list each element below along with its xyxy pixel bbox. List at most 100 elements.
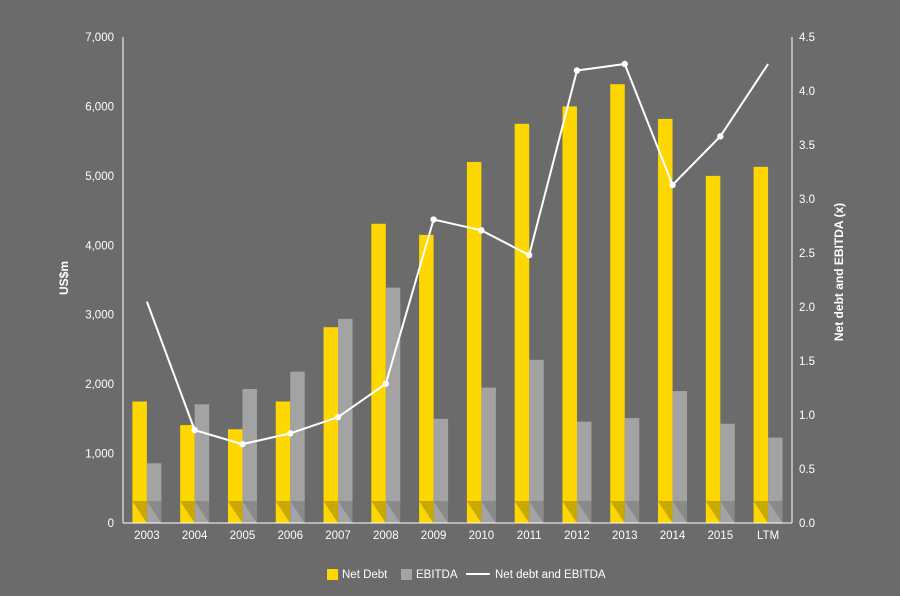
ratio-point xyxy=(191,426,198,434)
ebitda-bar xyxy=(529,359,544,501)
ebitda-bar-base xyxy=(338,501,353,523)
net-debt-bar-base xyxy=(132,501,147,523)
y2-tick-label: 3.5 xyxy=(799,140,815,152)
ratio-line-group xyxy=(145,60,769,448)
net-debt-bar xyxy=(180,425,195,501)
ratio-point xyxy=(573,67,581,74)
y-axis-left-title: US$m xyxy=(57,261,71,295)
y-tick-label: 4,000 xyxy=(85,240,114,252)
net-debt-bar xyxy=(371,223,386,501)
ebitda-bar-base xyxy=(481,501,496,523)
x-tick-label: 2006 xyxy=(277,530,303,542)
ratio-point xyxy=(478,227,485,234)
ebitda-bar-base xyxy=(720,501,735,523)
ebitda-bar xyxy=(624,418,640,501)
net-debt-bar-base xyxy=(323,501,339,523)
y2-tick-label: 4.5 xyxy=(799,32,815,44)
net-debt-bar xyxy=(753,166,769,501)
ebitda-bar xyxy=(194,404,210,501)
x-axis: 2003 2004 2005 2006 2007 2008 2009 2010 2011 2012… xyxy=(123,522,792,542)
y2-tick-label: 0.0 xyxy=(799,518,815,530)
y2-tick-label: 1.0 xyxy=(799,410,815,422)
ratio-point xyxy=(525,251,533,259)
y-tick-label: 5,000 xyxy=(85,171,114,183)
legend-ratio-label: Net debt and EBITDA xyxy=(495,569,606,581)
net-debt-bar xyxy=(227,429,243,501)
x-tick-label: 2008 xyxy=(373,530,399,542)
x-tick-label: 2005 xyxy=(230,530,256,542)
ratio-point xyxy=(382,380,390,387)
ratio-line xyxy=(145,62,769,446)
net-debt-bar xyxy=(705,175,721,501)
net-debt-bar-base xyxy=(658,501,673,523)
net-debt-bar xyxy=(658,118,673,501)
y2-tick-label: 2.0 xyxy=(799,302,815,314)
x-tick-label: 2009 xyxy=(421,530,447,542)
x-tick-label: 2014 xyxy=(660,530,686,542)
x-tick-label: 2010 xyxy=(469,530,495,542)
x-tick-label: 2012 xyxy=(564,530,590,542)
ebitda-bar-base xyxy=(146,501,162,523)
x-tick-label: 2011 xyxy=(517,530,542,542)
y-tick-label: 2,000 xyxy=(85,379,114,391)
x-tick-label: 2015 xyxy=(708,530,734,542)
y-tick-label: 6,000 xyxy=(85,101,114,113)
y-axis-left: 0 1,000 2,000 3,000 4,000 5,000 6,000 7,000 xyxy=(85,32,124,530)
ebitda-bar-base xyxy=(194,501,210,523)
legend-net-debt-label: Net Debt xyxy=(342,569,388,581)
ebitda-bar xyxy=(481,387,496,501)
net-debt-bar xyxy=(275,401,291,501)
ebitda-bar-base xyxy=(290,501,305,523)
ratio-point xyxy=(287,430,294,437)
ebitda-bar xyxy=(242,389,257,501)
y-tick-label: 3,000 xyxy=(85,310,114,322)
ratio-point xyxy=(430,216,437,223)
net-debt-bar xyxy=(514,123,530,502)
net-debt-bar-base xyxy=(466,501,482,523)
ebitda-bar xyxy=(433,418,449,501)
ebitda-bar-base xyxy=(624,501,640,523)
net-debt-bar-base xyxy=(371,501,386,523)
net-debt-bar xyxy=(132,401,147,501)
ebitda-bar-base xyxy=(672,501,688,523)
net-debt-bar-base xyxy=(753,501,769,523)
ebitda-bar xyxy=(576,421,592,501)
legend-ebitda-swatch xyxy=(401,569,412,580)
x-tick-label: LTM xyxy=(757,530,779,542)
x-tick-label: 2013 xyxy=(612,530,638,542)
ebitda-bar xyxy=(290,371,305,501)
legend: Net Debt EBITDA Net debt and EBITDA xyxy=(327,569,606,581)
net-debt-bar-base xyxy=(419,501,434,523)
ebitda-bar xyxy=(385,287,401,501)
net-debt-bar-base xyxy=(180,501,195,523)
ratio-point xyxy=(621,60,628,68)
y2-tick-label: 2.5 xyxy=(799,248,815,260)
y-axis-right-title: Net debt and EBITDA (x) xyxy=(832,203,846,341)
bars-group xyxy=(132,84,783,523)
x-tick-label: 2004 xyxy=(182,530,208,542)
ebitda-bar-base xyxy=(529,501,544,523)
y2-tick-label: 3.0 xyxy=(799,194,815,206)
y-tick-label: 1,000 xyxy=(85,449,114,461)
y-tick-label: 7,000 xyxy=(85,32,114,44)
x-tick-label: 2007 xyxy=(325,530,351,542)
net-debt-bar-base xyxy=(705,501,721,523)
ebitda-bar-base-shade xyxy=(242,501,257,523)
net-debt-bar-base xyxy=(514,501,530,523)
ratio-point xyxy=(717,133,724,140)
ebitda-bar-base xyxy=(242,501,257,523)
x-tick-label: 2003 xyxy=(134,530,160,542)
y2-tick-label: 0.5 xyxy=(799,464,815,476)
legend-ebitda-label: EBITDA xyxy=(416,569,458,581)
y2-tick-label: 1.5 xyxy=(799,356,815,368)
net-debt-bar xyxy=(323,327,339,501)
net-debt-bar xyxy=(610,84,625,501)
net-debt-bar xyxy=(419,234,434,501)
ratio-point xyxy=(239,440,246,448)
net-debt-bar-base xyxy=(227,501,243,523)
ebitda-bar-base xyxy=(576,501,592,523)
y-tick-label: 0 xyxy=(108,518,114,530)
ebitda-bar-base xyxy=(385,501,401,523)
ebitda-bar xyxy=(768,437,783,501)
